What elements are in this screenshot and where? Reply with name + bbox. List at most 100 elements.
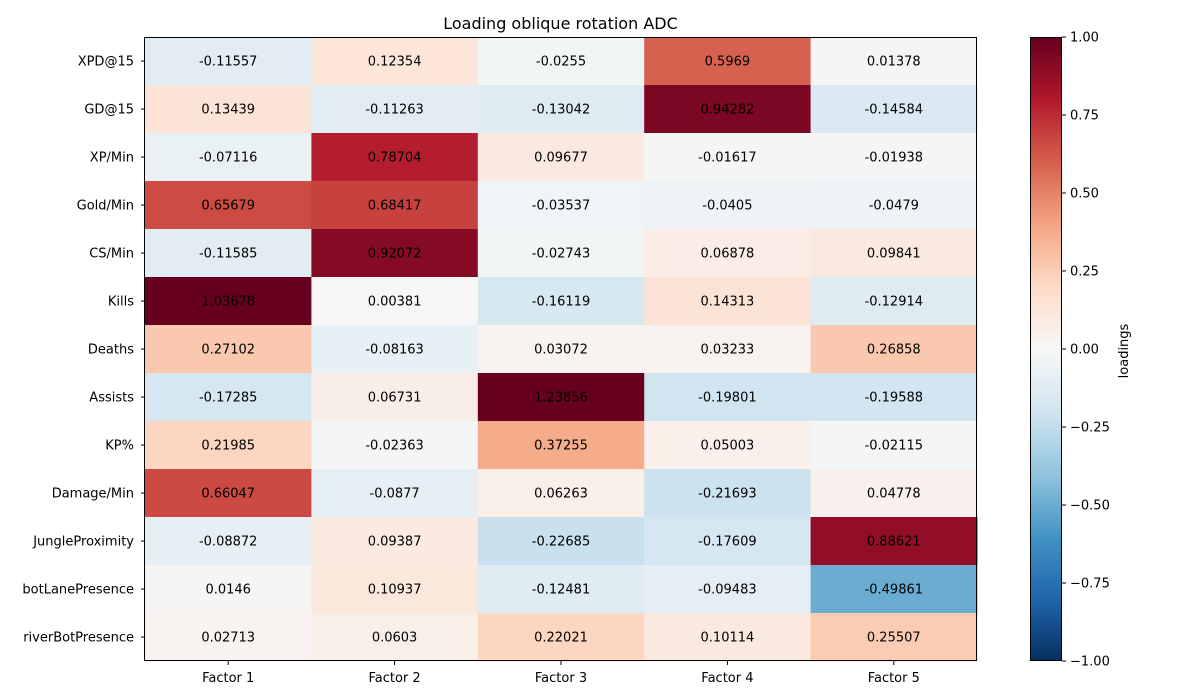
cell-value-label: -0.0479: [869, 199, 919, 214]
cell-value-label: -0.07116: [199, 151, 257, 166]
cell-value-label: -0.11263: [365, 103, 423, 118]
x-axis: Factor 1 Factor 2 Factor 3 Factor 4 Factor 5: [202, 661, 920, 686]
heatmap-cell: [477, 469, 645, 518]
cell-value-label: -0.09483: [698, 583, 756, 598]
cell-value-label: 0.66047: [201, 487, 255, 502]
colorbar: loadings 1.00 0.75 0.50 0.25 0.00 −0.25 −0.50 −…: [1030, 31, 1132, 670]
cell-value-label: -0.11557: [199, 55, 257, 70]
heatmap-cell: [477, 613, 645, 662]
cell-value-label: 0.10937: [368, 583, 422, 598]
cell-value-label: -0.12481: [532, 583, 590, 598]
cell-value-label: -0.21693: [698, 487, 756, 502]
heatmap-cell: [311, 133, 479, 182]
x-tick-label: Factor 3: [535, 671, 587, 686]
heatmap-cell: [477, 37, 645, 86]
y-tick-label: Gold/Min: [77, 199, 134, 214]
cell-value-label: 0.37255: [534, 439, 588, 454]
cell-value-label: 0.09841: [867, 247, 921, 262]
colorbar-tick-label: 0.00: [1070, 343, 1099, 358]
x-tick-label: Factor 5: [868, 671, 920, 686]
cell-value-label: 0.09677: [534, 151, 588, 166]
heatmap-cell: [477, 373, 645, 422]
heatmap-cell: [810, 373, 978, 422]
cell-value-label: -0.01938: [865, 151, 923, 166]
cell-value-label: -0.11585: [199, 247, 257, 262]
cell-value-label: 0.26858: [867, 343, 921, 358]
cell-value-label: -0.02115: [865, 439, 923, 454]
heatmap-cell: [145, 37, 312, 86]
cell-value-label: -0.0255: [536, 55, 586, 70]
y-tick-label: botLanePresence: [22, 583, 134, 598]
cell-value-label: 0.10114: [701, 631, 755, 646]
cell-value-label: -0.14584: [865, 103, 923, 118]
heatmap-cell: [644, 229, 812, 278]
cell-value-label: -0.12914: [865, 295, 923, 310]
heatmap-cell: [477, 277, 645, 326]
y-tick-label: XPD@15: [78, 55, 134, 70]
y-tick-label: Damage/Min: [52, 487, 134, 502]
x-tick-label: Factor 4: [701, 671, 753, 686]
y-tick-label: CS/Min: [89, 247, 134, 262]
colorbar-tick-label: 0.75: [1070, 109, 1099, 124]
heatmap-cell: [477, 517, 645, 566]
heatmap-cell: [311, 421, 479, 470]
heatmap-cell: [311, 373, 479, 422]
cell-value-label: -0.02743: [532, 247, 590, 262]
heatmap-cell: [145, 277, 312, 326]
cell-value-label: -0.0405: [702, 199, 752, 214]
heatmap-cell: [644, 37, 812, 86]
heatmap-cell: [311, 277, 479, 326]
cell-value-label: 0.02713: [201, 631, 255, 646]
heatmap-cell: [810, 37, 978, 86]
cell-value-label: 0.01378: [867, 55, 921, 70]
heatmap-cell: [810, 469, 978, 518]
heatmap-cell: [311, 37, 479, 86]
heatmap-cell: [477, 325, 645, 374]
colorbar-tick-label: 0.25: [1070, 265, 1099, 280]
y-tick-label: XP/Min: [90, 151, 134, 166]
cell-value-label: 0.65679: [201, 199, 255, 214]
heatmap-cell: [477, 229, 645, 278]
heatmap-cell: [810, 517, 978, 566]
cell-value-label: 0.0603: [372, 631, 418, 646]
cell-value-label: -0.19801: [698, 391, 756, 406]
heatmap-cell: [145, 517, 312, 566]
cell-value-label: 0.12354: [368, 55, 422, 70]
heatmap-cell: [644, 421, 812, 470]
colorbar-label: loadings: [1117, 323, 1132, 378]
heatmap-cell: [810, 565, 978, 614]
heatmap-cell: [644, 373, 812, 422]
cell-value-label: 0.14313: [701, 295, 755, 310]
cell-value-label: -0.13042: [532, 103, 590, 118]
cell-value-label: 0.06731: [368, 391, 422, 406]
heatmap-cell: [644, 133, 812, 182]
heatmap-cell: [145, 85, 312, 134]
x-tick-label: Factor 2: [368, 671, 420, 686]
heatmap-cell: [311, 181, 479, 230]
heatmap-cell: [644, 85, 812, 134]
cell-value-label: 0.94282: [701, 103, 755, 118]
heatmap-cell: [644, 517, 812, 566]
colorbar-gradient: [1030, 37, 1062, 661]
cell-value-label: 0.92072: [368, 247, 422, 262]
heatmap-cells: -0.11557 0.12354 -0.0255 0.5969 0.01378 0.134…: [145, 37, 978, 662]
heatmap-cell: [311, 85, 479, 134]
colorbar-tick-label: −0.75: [1070, 577, 1110, 592]
cell-value-label: -0.17285: [199, 391, 257, 406]
heatmap-cell: [810, 325, 978, 374]
heatmap-cell: [810, 133, 978, 182]
heatmap-cell: [644, 469, 812, 518]
heatmap-cell: [145, 421, 312, 470]
cell-value-label: 0.21985: [201, 439, 255, 454]
cell-value-label: -0.0877: [370, 487, 420, 502]
heatmap-cell: [810, 613, 978, 662]
heatmap-cell: [311, 565, 479, 614]
heatmap-cell: [145, 373, 312, 422]
colorbar-tick-label: 1.00: [1070, 31, 1099, 46]
cell-value-label: -0.08163: [365, 343, 423, 358]
cell-value-label: 0.00381: [368, 295, 422, 310]
heatmap-cell: [644, 277, 812, 326]
y-tick-label: GD@15: [84, 103, 134, 118]
cell-value-label: -0.17609: [698, 535, 756, 550]
